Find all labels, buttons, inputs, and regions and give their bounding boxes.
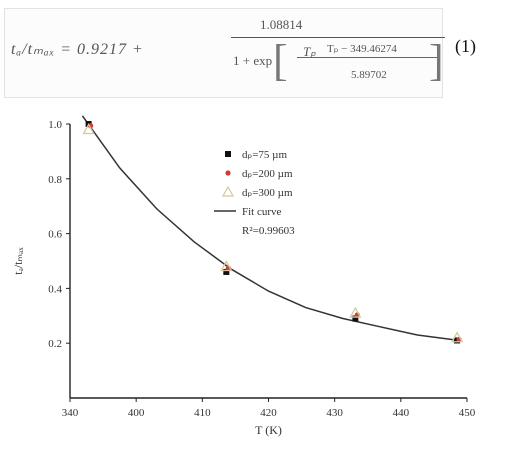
y-tick-label: 0.8 [48,174,62,186]
equation-numerator: 1.08814 [260,17,303,32]
legend: dₚ=75 µm dₚ=200 µm dₚ=300 µm Fit curve R²=0.… [214,149,295,237]
equation-inner-numerator: Tₚ − 349.46274 [327,43,397,55]
y-axis-label: tₐ/tₘₐₓ [11,247,25,275]
point-triangle [82,123,95,135]
chart-background [0,112,505,457]
point-triangle [220,260,233,272]
legend-label: dₚ=300 µm [242,187,293,199]
legend-marker-star [225,170,231,176]
equation-inner-denominator: 5.89702 [351,69,387,81]
y-tick-label: 1.0 [48,119,62,131]
chart-container: 340 400 410 420 430 440 450 1.0 0.8 0.6 0.4 0.2 dₚ=… [0,112,505,457]
y-tick-label: 0.6 [48,229,62,241]
x-tick-label: 410 [194,407,211,419]
x-tick-label: 400 [128,407,145,419]
point-triangle [450,331,464,343]
equation-tau: Tₚ [303,44,316,59]
legend-label: dₚ=75 µm [242,149,288,161]
scatter-chart: 340 400 410 420 430 440 450 1.0 0.8 0.6 0.4 0.2 dₚ=… [0,112,505,457]
fraction-bar [231,37,445,38]
fit-curve [81,115,460,342]
points-layer [82,121,464,344]
point-square [352,315,359,322]
y-tick-label: 0.2 [48,338,62,350]
legend-marker-square [225,151,231,157]
legend-marker-triangle [221,185,235,197]
equation-number: (1) [455,36,476,56]
equation-lhs: tₐ/tₘₐₓ = 0.9217 + [11,41,144,58]
legend-label: dₚ=200 µm [242,168,293,180]
legend-label: R²=0.99603 [242,225,295,237]
equation-denominator-prefix: 1 + exp [233,53,273,68]
inner-fraction-bar [297,57,437,58]
x-tick-label: 420 [260,407,277,419]
x-axis-label: T (K) [255,423,282,437]
x-tick-label: 340 [62,407,79,419]
x-tick-label: 440 [393,407,410,419]
point-square [223,268,230,275]
x-tick-label: 430 [326,407,343,419]
x-tick-label: 450 [459,407,476,419]
fit-curve-layer [81,115,460,342]
point-triangle [349,306,362,318]
legend-label: Fit curve [242,206,282,218]
equation-block: tₐ/tₘₐₓ = 0.9217 + 1.08814 1 + exp [ Tₚ … [0,0,505,100]
y-tick-label: 0.4 [48,283,62,295]
left-bracket: [ [273,36,288,85]
equation-image: tₐ/tₘₐₓ = 0.9217 + 1.08814 1 + exp [ Tₚ … [4,8,445,98]
axes: 340 400 410 420 430 440 450 1.0 0.8 0.6 0.4 0.2 [48,119,476,419]
right-bracket: ] [429,36,444,85]
